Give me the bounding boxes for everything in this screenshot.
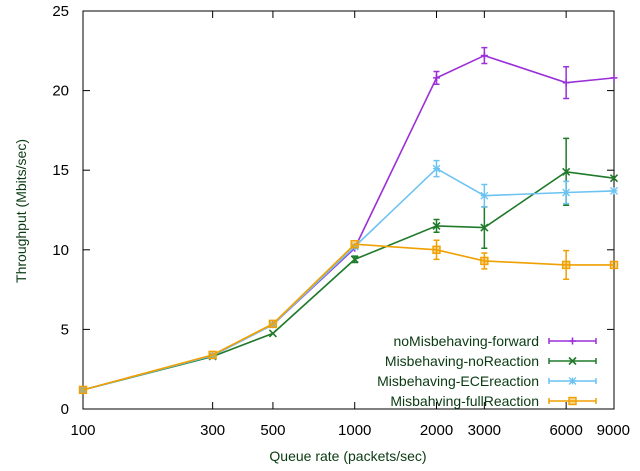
error-bar	[563, 249, 570, 281]
data-point	[480, 52, 488, 60]
y-tick-label: 25	[52, 3, 69, 20]
y-tick-label: 0	[61, 401, 69, 418]
legend-label: Misbahving-fullReaction	[390, 393, 539, 409]
series-4	[78, 239, 619, 395]
data-point	[562, 167, 571, 176]
legend-item-4: Misbahving-fullReaction	[390, 393, 597, 409]
data-point	[208, 350, 217, 360]
x-tick-label: 300	[200, 422, 225, 439]
x-tick-label: 500	[260, 422, 285, 439]
error-bar	[481, 252, 488, 270]
data-point	[432, 221, 441, 230]
x-tick-label: 2000	[420, 422, 453, 439]
x-axis-title: Queue rate (packets/sec)	[269, 448, 426, 464]
data-point	[268, 329, 277, 338]
x-tick-label: 3000	[468, 422, 501, 439]
error-bar	[433, 239, 440, 261]
legend-error-cap	[548, 358, 597, 364]
data-point	[350, 255, 359, 264]
series-layer	[78, 46, 619, 395]
legend-error-cap	[548, 398, 597, 404]
data-point	[432, 164, 441, 173]
plot-frame-border	[82, 10, 615, 410]
legend-error-cap	[548, 378, 597, 384]
legend-marker	[568, 396, 577, 406]
data-point	[610, 186, 618, 195]
data-point	[480, 191, 489, 200]
x-tick-label: 100	[70, 422, 95, 439]
data-point	[562, 188, 571, 197]
legend-label: Misbehaving-noReaction	[385, 353, 539, 369]
plot-frame	[82, 10, 615, 410]
x-tick-label: 1000	[338, 422, 371, 439]
legend-marker	[569, 337, 576, 345]
series-line	[82, 170, 615, 391]
y-axis: 0 5 10 15 20 25	[52, 3, 614, 418]
legend-error-cap	[548, 338, 597, 344]
data-point	[480, 223, 489, 232]
x-tick-label: 6000	[549, 422, 582, 439]
y-tick-label: 20	[52, 83, 69, 100]
y-tick-label: 10	[52, 242, 69, 259]
x-axis: 100 300 500 1000 2000 3000 6000 9000	[70, 11, 630, 439]
data-point	[433, 74, 441, 82]
data-point	[350, 240, 359, 249]
y-tick-label: 5	[61, 321, 69, 338]
data-point	[350, 242, 359, 251]
legend: noMisbehaving-forward Misbehaving-noReact…	[377, 333, 597, 409]
data-point	[562, 79, 570, 87]
legend-label: Misbehaving-ECEreaction	[377, 373, 539, 389]
data-point	[609, 174, 619, 183]
legend-item-2: Misbehaving-noReaction	[385, 353, 597, 369]
legend-marker	[568, 356, 577, 366]
data-point	[480, 256, 489, 266]
x-tick-label: 9000	[597, 422, 630, 439]
legend-item-1: noMisbehaving-forward	[393, 333, 597, 349]
y-tick-label: 15	[52, 162, 69, 179]
data-point	[432, 245, 441, 255]
legend-marker	[568, 377, 577, 385]
data-point	[561, 260, 571, 270]
data-point	[610, 74, 618, 82]
data-point	[268, 319, 278, 329]
data-point	[609, 260, 619, 270]
series-line	[82, 243, 614, 391]
legend-label: noMisbehaving-forward	[393, 333, 539, 349]
y-axis-title: Throughput (Mbits/sec)	[13, 139, 29, 283]
legend-item-3: Misbehaving-ECEreaction	[377, 373, 597, 389]
data-point	[78, 385, 88, 395]
